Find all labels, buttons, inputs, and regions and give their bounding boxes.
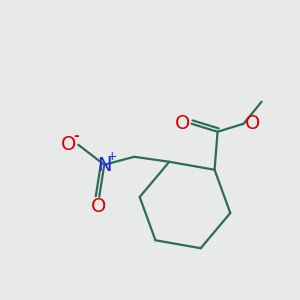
Text: O: O — [61, 135, 76, 154]
Text: +: + — [107, 150, 118, 163]
Text: O: O — [91, 197, 106, 216]
Text: N: N — [97, 156, 112, 175]
Text: O: O — [245, 114, 260, 133]
Text: O: O — [175, 114, 190, 133]
Text: -: - — [74, 129, 79, 143]
